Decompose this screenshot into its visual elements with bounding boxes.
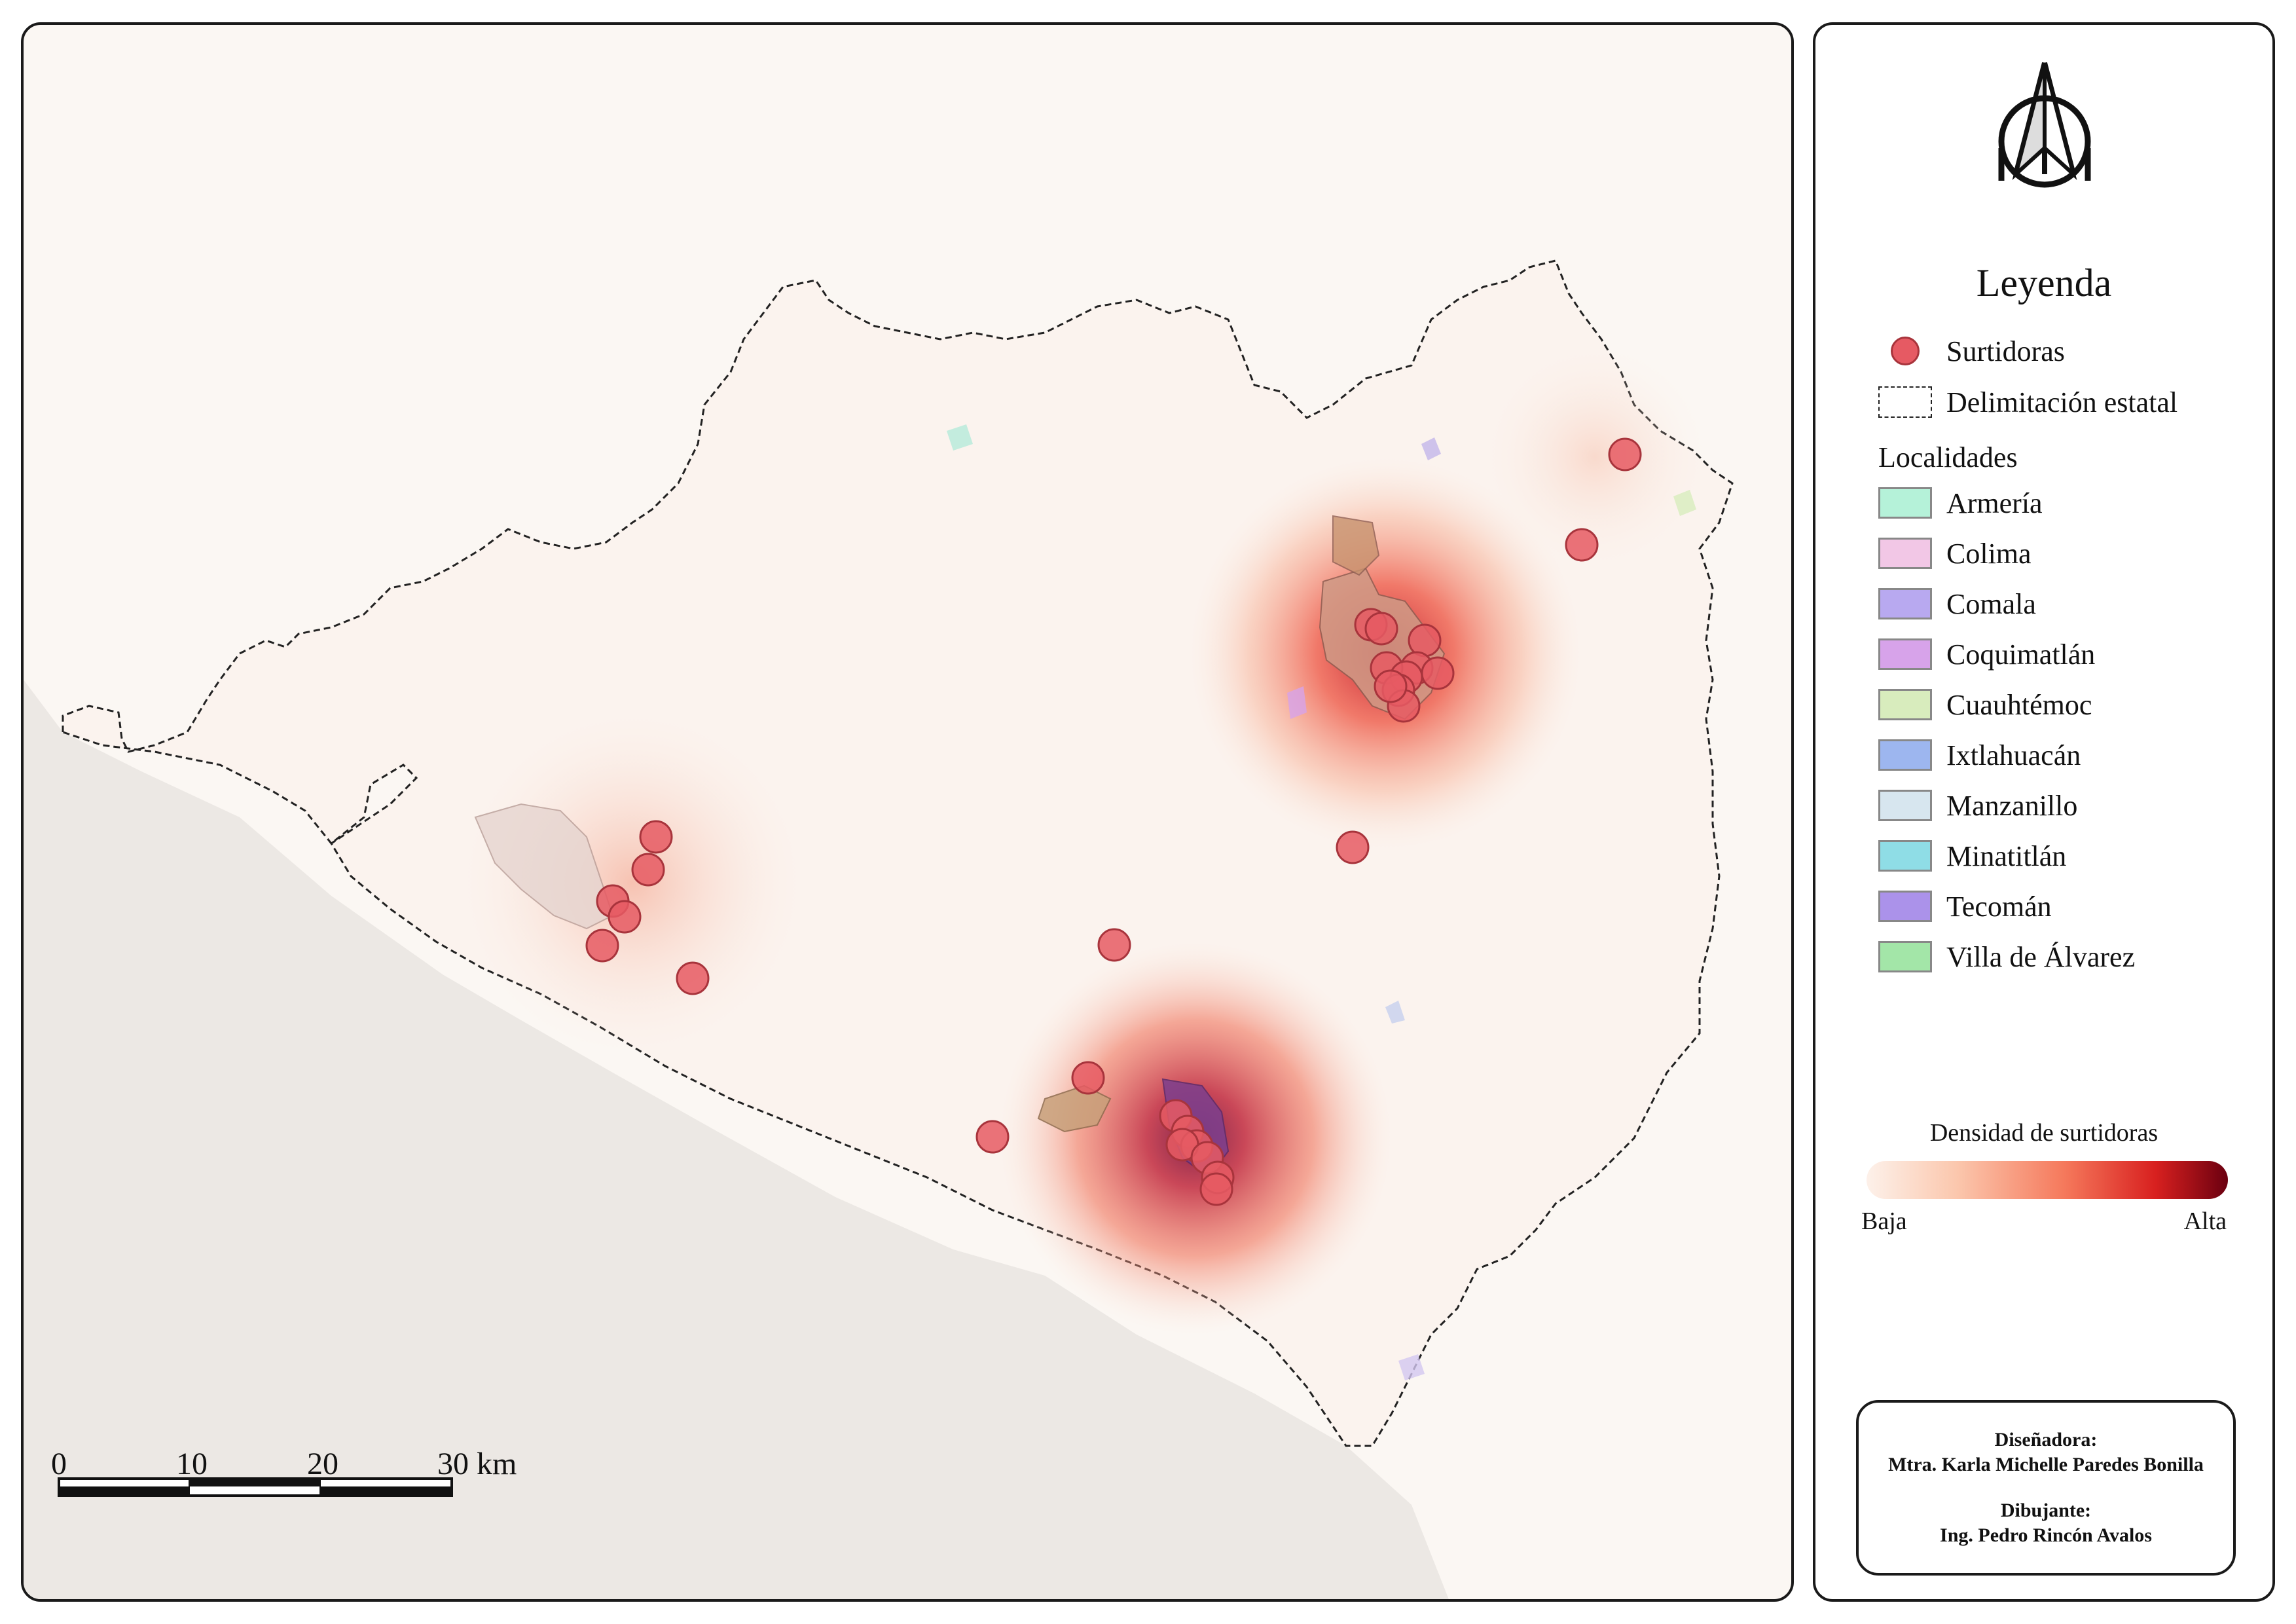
legend-item-surtidoras: Surtidoras (1878, 331, 2065, 371)
legend-item-locality: Villa de Álvarez (1878, 937, 2135, 976)
scale-label-0: 0 (51, 1447, 67, 1481)
legend-item-label: Tecomán (1946, 890, 2052, 923)
legend-item-locality: Ixtlahuacán (1878, 735, 2081, 775)
locality-swatch (1878, 739, 1932, 771)
density-color-ramp (1867, 1161, 2228, 1199)
surtidoras-layer (585, 437, 1642, 1206)
legend-item-locality: Coquimatlán (1878, 635, 2095, 674)
legend-item-label: Coquimatlán (1946, 638, 2096, 671)
locality-villa-de-alvarez (1332, 515, 1380, 576)
legend-item-locality: Minatitlán (1878, 836, 2066, 876)
scale-label-20: 20 (307, 1447, 338, 1481)
legend-item-label: Comala (1946, 587, 2036, 620)
surtidora-marker[interactable] (631, 853, 665, 887)
map-panel[interactable]: 0 10 20 30 km (21, 22, 1794, 1602)
locality-swatch (1878, 790, 1932, 821)
surtidora-marker[interactable] (1565, 528, 1599, 562)
surtidora-marker[interactable] (1336, 830, 1370, 864)
density-low-label: Baja (1861, 1208, 1907, 1235)
map-canvas[interactable] (24, 25, 1794, 1602)
legend-item-label: Minatitlán (1946, 840, 2067, 872)
locality-swatch (1878, 487, 1932, 519)
legend-panel: Leyenda Surtidoras Delimitación estatal … (1813, 22, 2275, 1602)
legend-item-locality: Tecomán (1878, 887, 2052, 926)
legend-item-locality: Cuauhtémoc (1878, 685, 2092, 724)
drafter-name: Ing. Pedro Rincón Avalos (1940, 1524, 2152, 1546)
heatmap-blob-manzanillo (462, 712, 803, 1053)
point-marker-icon (1891, 337, 1920, 365)
surtidora-marker[interactable] (1421, 656, 1455, 690)
locality-swatch (1878, 840, 1932, 872)
surtidora-marker[interactable] (676, 961, 710, 995)
legend-title: Leyenda (1976, 261, 2112, 304)
designer-name: Mtra. Karla Michelle Paredes Bonilla (1888, 1454, 2204, 1475)
dashed-outline-icon (1878, 386, 1932, 418)
surtidora-marker[interactable] (1097, 928, 1131, 962)
scale-label-10: 10 (176, 1447, 208, 1481)
surtidora-marker[interactable] (1199, 1172, 1233, 1206)
locality-comala (1421, 437, 1441, 460)
localities-title: Localidades (1878, 441, 2018, 473)
surtidora-marker[interactable] (1364, 612, 1398, 646)
legend-item-delimitacion: Delimitación estatal (1878, 382, 2178, 422)
legend-item-locality: Comala (1878, 584, 2036, 623)
surtidora-marker[interactable] (1408, 623, 1442, 657)
north-arrow-icon (1998, 62, 2091, 188)
legend-item-locality: Armería (1878, 483, 2043, 523)
locality-swatch (1878, 638, 1932, 670)
scale-bar (58, 1477, 453, 1497)
locality-coquimatlan (1287, 686, 1307, 719)
drafter-title: Dibujante: (2000, 1500, 2092, 1521)
locality-tecoman-rural (1398, 1354, 1425, 1380)
locality-swatch (1878, 538, 1932, 569)
surtidora-marker[interactable] (1374, 669, 1408, 703)
locality-cuauhtemoc (1673, 490, 1696, 516)
surtidora-marker[interactable] (1608, 437, 1642, 471)
locality-ixtlahuacan (1385, 1001, 1405, 1024)
legend-item-label: Villa de Álvarez (1946, 940, 2136, 973)
surtidora-marker[interactable] (585, 929, 619, 963)
legend-item-label: Delimitación estatal (1946, 386, 2178, 418)
legend-item-label: Surtidoras (1946, 335, 2065, 367)
surtidora-marker[interactable] (639, 820, 673, 854)
surtidora-marker[interactable] (1071, 1061, 1105, 1095)
legend-item-label: Manzanillo (1946, 789, 2078, 822)
credits-box: Diseñadora: Mtra. Karla Michelle Paredes… (1856, 1400, 2236, 1576)
legend-item-label: Colima (1946, 537, 2032, 570)
density-title: Densidad de surtidoras (1929, 1119, 2159, 1147)
legend-item-label: Armería (1946, 487, 2043, 519)
locality-swatch (1878, 941, 1932, 972)
designer-title: Diseñadora: (1994, 1429, 2098, 1450)
locality-swatch (1878, 588, 1932, 619)
locality-swatch (1878, 689, 1932, 720)
locality-minatitlan (947, 424, 973, 451)
legend-item-label: Ixtlahuacán (1946, 739, 2081, 771)
legend-item-label: Cuauhtémoc (1946, 688, 2092, 721)
locality-swatch (1878, 891, 1932, 922)
density-high-label: Alta (2183, 1208, 2227, 1235)
heatmap-blob-north (1484, 346, 1706, 568)
scale-label-30: 30 km (437, 1447, 517, 1481)
legend-item-locality: Colima (1878, 534, 2032, 573)
surtidora-marker[interactable] (975, 1120, 1010, 1154)
sea (24, 680, 1449, 1599)
surtidora-marker[interactable] (608, 900, 642, 934)
legend-item-locality: Manzanillo (1878, 786, 2077, 825)
